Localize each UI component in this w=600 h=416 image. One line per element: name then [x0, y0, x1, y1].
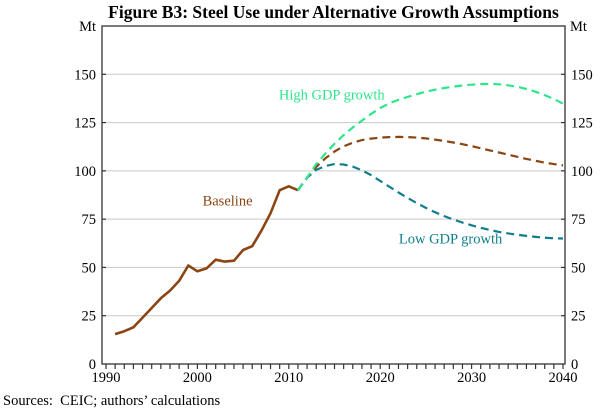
x-tick-label: 2010 — [274, 370, 303, 386]
y-tick-label-right: 100 — [571, 164, 593, 180]
y-axis-unit-left: Mt — [79, 19, 96, 35]
y-tick-label-left: 50 — [82, 260, 97, 276]
x-tick-label: 2030 — [457, 370, 486, 386]
y-tick-label-right: 150 — [571, 67, 593, 83]
series-baseline-projection- — [297, 135, 564, 191]
y-tick-label-left: 100 — [74, 164, 96, 180]
y-tick-label-right: 25 — [571, 309, 586, 325]
y-tick-label-left: 150 — [74, 67, 96, 83]
y-axis-unit-right: Mt — [570, 19, 587, 35]
x-tick-label: 2000 — [183, 370, 212, 386]
series-label-high-gdp-growth: High GDP growth — [278, 87, 385, 104]
x-tick-label: 1990 — [92, 370, 121, 386]
y-tick-label-right: 50 — [571, 260, 586, 276]
sources-note: Sources: CEIC; authors’ calculations — [3, 393, 221, 409]
series-low-gdp-growth — [297, 163, 564, 240]
y-tick-label-right: 125 — [571, 116, 593, 132]
y-tick-label-right: 75 — [571, 212, 586, 228]
y-tick-label-right: 0 — [571, 357, 578, 373]
series-label-baseline: Baseline — [202, 193, 253, 210]
y-tick-label-left: 0 — [89, 357, 96, 373]
x-tick-label: 2040 — [549, 370, 578, 386]
y-tick-label-left: 75 — [82, 212, 97, 228]
series-label-low-gdp-growth: Low GDP growth — [398, 231, 503, 248]
series-baseline-history- — [114, 185, 299, 336]
plot-border — [101, 25, 566, 365]
x-tick-label: 2020 — [366, 370, 395, 386]
y-tick-label-left: 25 — [82, 309, 97, 325]
chart-title: Figure B3: Steel Use under Alternative G… — [108, 2, 559, 22]
series-high-gdp-growth — [297, 82, 564, 191]
y-tick-label-left: 125 — [74, 116, 96, 132]
